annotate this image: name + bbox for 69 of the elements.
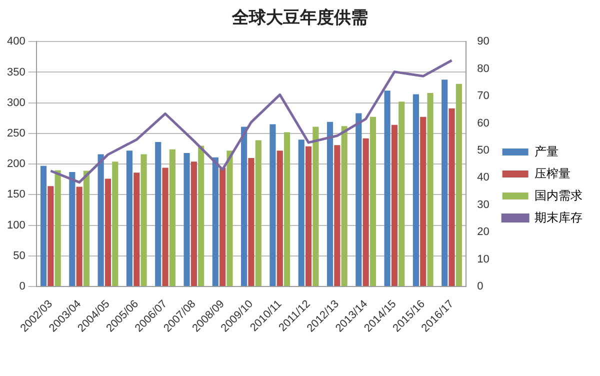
bar (270, 124, 276, 286)
bar (98, 154, 104, 286)
bar (134, 172, 140, 286)
y-tick-label: 250 (6, 127, 26, 140)
bar (162, 168, 168, 286)
bar (226, 150, 233, 286)
bar (198, 146, 204, 286)
bar (155, 142, 162, 286)
y2-tick-label: 20 (477, 226, 490, 238)
bar (384, 90, 390, 286)
bar (370, 116, 376, 286)
bar (305, 146, 312, 286)
y-tick-label: 350 (6, 66, 26, 78)
legend-label: 期末库存 (534, 210, 582, 224)
bar (184, 153, 190, 286)
bar (391, 124, 398, 286)
bar (284, 132, 290, 286)
bar (398, 102, 405, 286)
y2-tick-label: 30 (477, 198, 490, 211)
bar (220, 168, 226, 286)
legend-label: 国内需求 (534, 188, 582, 202)
bar (276, 150, 283, 286)
chart-title: 全球大豆年度供需 (230, 7, 369, 29)
bar (334, 145, 340, 286)
y2-tick-label: 80 (477, 62, 490, 75)
legend-label: 压榨量 (534, 166, 570, 180)
legend-label: 产量 (534, 144, 558, 158)
bar (40, 166, 47, 286)
bar (412, 94, 420, 286)
bar (112, 162, 118, 286)
bar (362, 138, 369, 286)
bar (54, 170, 61, 286)
bar (248, 158, 254, 286)
bar (104, 178, 112, 286)
bar (212, 157, 218, 286)
y-tick-label: 200 (6, 158, 26, 170)
bar (83, 170, 90, 286)
bar (420, 116, 426, 286)
y2-tick-label: 90 (477, 36, 490, 48)
y2-tick-label: 50 (477, 144, 490, 156)
y-tick-label: 300 (6, 96, 26, 109)
bar (140, 154, 147, 286)
y2-tick-label: 10 (477, 253, 490, 266)
y-tick-label: 150 (6, 188, 26, 201)
bar (255, 140, 262, 286)
bar (126, 150, 133, 286)
bar (76, 186, 82, 286)
y-tick-label: 100 (6, 219, 26, 232)
bar (341, 126, 348, 286)
bar (312, 126, 319, 286)
bar (442, 80, 448, 286)
bar (326, 122, 334, 286)
y2-tick-label: 0 (477, 280, 484, 293)
y2-tick-label: 70 (477, 90, 490, 102)
bar (241, 126, 248, 286)
bar (298, 140, 304, 286)
bar (448, 108, 455, 286)
bar (456, 84, 462, 286)
bar (427, 93, 434, 286)
y2-tick-label: 60 (477, 117, 490, 130)
y2-tick-label: 40 (477, 172, 490, 184)
bar (356, 113, 362, 286)
y-tick-label: 50 (13, 250, 26, 262)
y-tick-label: 400 (6, 36, 26, 48)
bar (69, 172, 76, 286)
bar (169, 149, 176, 286)
bar (48, 186, 54, 286)
y-tick-label: 0 (19, 280, 26, 293)
bar (190, 162, 197, 286)
